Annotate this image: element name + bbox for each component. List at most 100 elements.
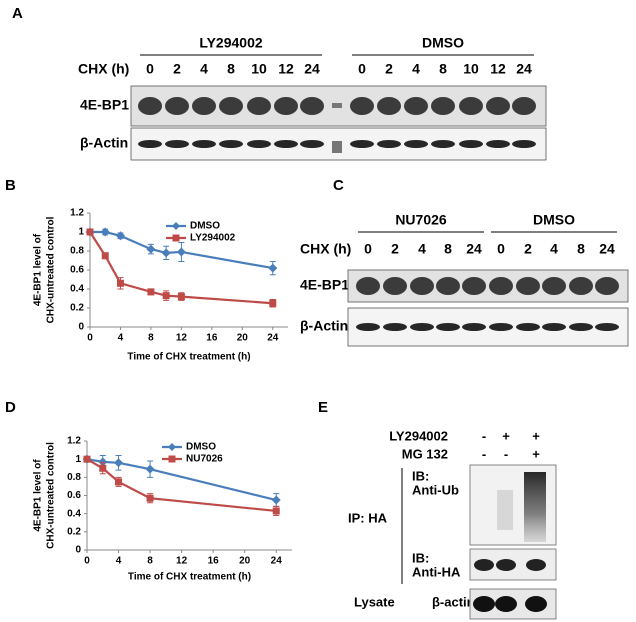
point [268, 263, 278, 273]
y-tick-label: 0.4 [67, 508, 81, 519]
band [300, 140, 324, 148]
group-label: NU7026 [395, 212, 447, 228]
legend-label: NU7026 [186, 454, 223, 465]
band [512, 97, 536, 115]
band [595, 323, 619, 331]
lane-label: 4 [418, 241, 426, 257]
blot-label: IB: [412, 550, 429, 565]
lane-label: 0 [497, 241, 505, 257]
band [247, 97, 271, 115]
band [496, 559, 516, 571]
band [219, 97, 243, 115]
treatment-sign: + [532, 428, 540, 443]
blot-label: 4E-BP1 [80, 97, 129, 113]
point [86, 228, 94, 236]
treatment-sign: - [482, 428, 486, 443]
band [525, 596, 547, 612]
x-tick-label: 20 [237, 333, 249, 344]
lane-label: 24 [466, 241, 482, 257]
point [146, 244, 156, 254]
band [459, 140, 483, 148]
x-tick-label: 8 [148, 333, 154, 344]
lane-label: 4 [412, 61, 420, 77]
lane-label: 8 [439, 61, 447, 77]
band [569, 277, 593, 295]
y-axis-label: CHX-untreated control [46, 216, 57, 323]
band [274, 140, 298, 148]
lane-label: 0 [146, 61, 154, 77]
legend-label: LY294002 [190, 233, 236, 244]
band [431, 140, 455, 148]
legend-label: DMSO [186, 442, 216, 453]
point [162, 292, 170, 300]
y-tick-label: 0.8 [67, 472, 81, 483]
point [146, 494, 154, 502]
lane-label: 2 [385, 61, 393, 77]
group-label: DMSO [533, 212, 575, 228]
band [459, 97, 483, 115]
panel-letter: E [318, 399, 328, 416]
band [495, 596, 517, 612]
band [138, 97, 162, 115]
y-axis-label: 4E-BP1 level of [33, 459, 44, 532]
point [115, 478, 123, 486]
chx-label: CHX (h) [300, 241, 351, 257]
point [272, 507, 280, 515]
band [569, 323, 593, 331]
y-tick-label: 1 [75, 454, 81, 465]
lane-label: 4 [550, 241, 558, 257]
x-tick-label: 8 [147, 556, 153, 567]
panel-letter: B [5, 177, 16, 194]
band [595, 277, 619, 295]
band [436, 323, 460, 331]
band [473, 596, 495, 612]
panel-letter: C [333, 177, 344, 194]
point [114, 458, 124, 468]
legend-label: DMSO [190, 221, 220, 232]
band [377, 140, 401, 148]
x-axis-label: Time of CHX treatment (h) [127, 352, 250, 363]
band [486, 97, 510, 115]
legend-marker [172, 222, 180, 230]
band [516, 323, 540, 331]
y-tick-label: 0 [75, 545, 81, 556]
lane-label: 8 [577, 241, 585, 257]
x-tick-label: 0 [87, 333, 93, 344]
y-tick-label: 1 [78, 227, 84, 238]
lane-label: 4 [200, 61, 208, 77]
band [474, 559, 494, 571]
treatment-label: MG 132 [402, 446, 448, 461]
lane-label: 12 [490, 61, 506, 77]
y-tick-label: 0.6 [67, 490, 81, 501]
band [377, 97, 401, 115]
lane-label: 24 [304, 61, 320, 77]
lane-label: 10 [251, 61, 267, 77]
band [383, 323, 407, 331]
lane-label: 24 [599, 241, 615, 257]
blot-label: Anti-Ub [412, 482, 459, 497]
lane-label: 0 [364, 241, 372, 257]
band [486, 140, 510, 148]
treatment-sign: + [502, 428, 510, 443]
band [404, 97, 428, 115]
lane-label: 10 [463, 61, 479, 77]
x-tick-label: 4 [118, 333, 124, 344]
blot-label: Anti-HA [412, 564, 461, 579]
point [269, 299, 277, 307]
y-tick-label: 0.6 [70, 265, 84, 276]
band [138, 140, 162, 148]
ub-smear [524, 472, 546, 542]
lane-label: 8 [444, 241, 452, 257]
point [83, 455, 91, 463]
lane-label: 2 [524, 241, 532, 257]
x-tick-label: 24 [271, 556, 283, 567]
point [115, 231, 125, 241]
point [100, 227, 110, 237]
y-tick-label: 1.2 [70, 208, 84, 219]
band [300, 97, 324, 115]
panel-letter: A [12, 5, 23, 22]
blot-label: β-Actin [300, 318, 348, 334]
y-tick-label: 0.8 [70, 246, 84, 257]
band [462, 277, 486, 295]
